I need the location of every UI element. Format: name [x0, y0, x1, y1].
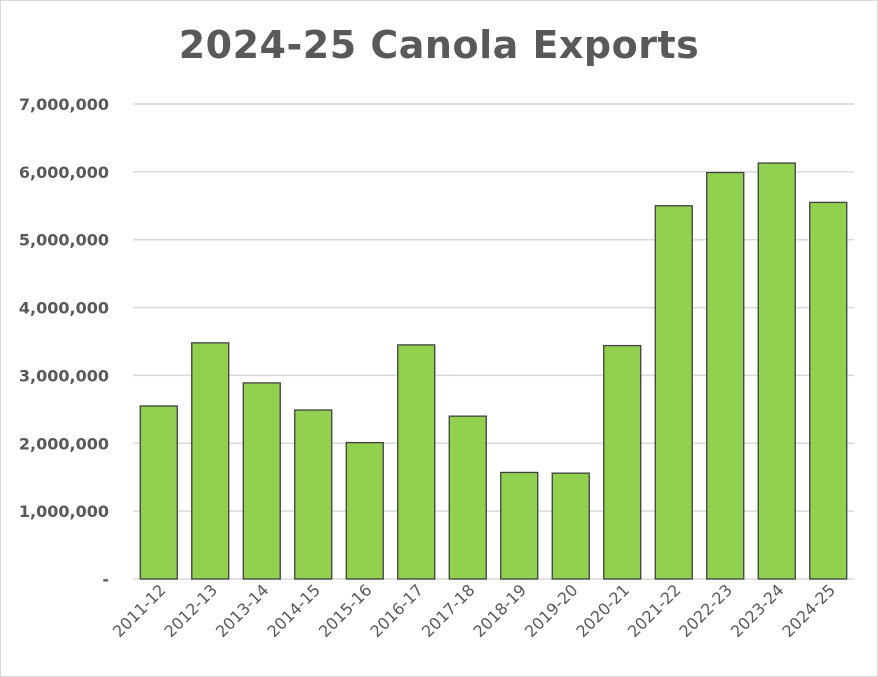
bar: [191, 342, 230, 580]
bar: [706, 171, 745, 580]
y-tick-label: -: [102, 570, 109, 589]
x-tick-label: 2020-21: [572, 580, 633, 641]
x-tick-label: 2019-20: [521, 580, 582, 641]
x-tick-label: 2013-14: [212, 580, 273, 641]
bar: [757, 162, 796, 580]
x-tick-label: 2024-25: [778, 580, 839, 641]
x-tick-label: 2016-17: [366, 580, 427, 641]
bar: [139, 405, 178, 580]
bar: [242, 382, 281, 580]
chart-title: 2024-25 Canola Exports: [178, 23, 700, 67]
y-tick-label: 2,000,000: [19, 434, 109, 453]
bar: [809, 201, 848, 580]
y-tick-label: 6,000,000: [19, 163, 109, 182]
y-tick-label: 7,000,000: [19, 95, 109, 114]
bar: [448, 415, 487, 580]
x-tick-label: 2022-23: [675, 580, 736, 641]
x-tick-label: 2012-13: [160, 580, 221, 641]
bar: [345, 441, 384, 580]
bar: [654, 205, 693, 580]
bar: [603, 344, 642, 580]
y-tick-label: 1,000,000: [19, 502, 109, 521]
x-tick-label: 2017-18: [418, 580, 479, 641]
x-tick-label: 2014-15: [263, 580, 324, 641]
bar: [397, 344, 436, 580]
bar: [294, 409, 333, 580]
bar: [551, 472, 590, 580]
x-tick-label: 2015-16: [315, 580, 376, 641]
x-tick-label: 2023-24: [727, 580, 788, 641]
bar: [500, 471, 539, 580]
x-tick-label: 2011-12: [109, 580, 170, 641]
x-tick-label: 2018-19: [469, 580, 530, 641]
x-tick-label: 2021-22: [624, 580, 685, 641]
y-tick-label: 4,000,000: [19, 299, 109, 318]
y-tick-label: 5,000,000: [19, 231, 109, 250]
y-tick-label: 3,000,000: [19, 366, 109, 385]
